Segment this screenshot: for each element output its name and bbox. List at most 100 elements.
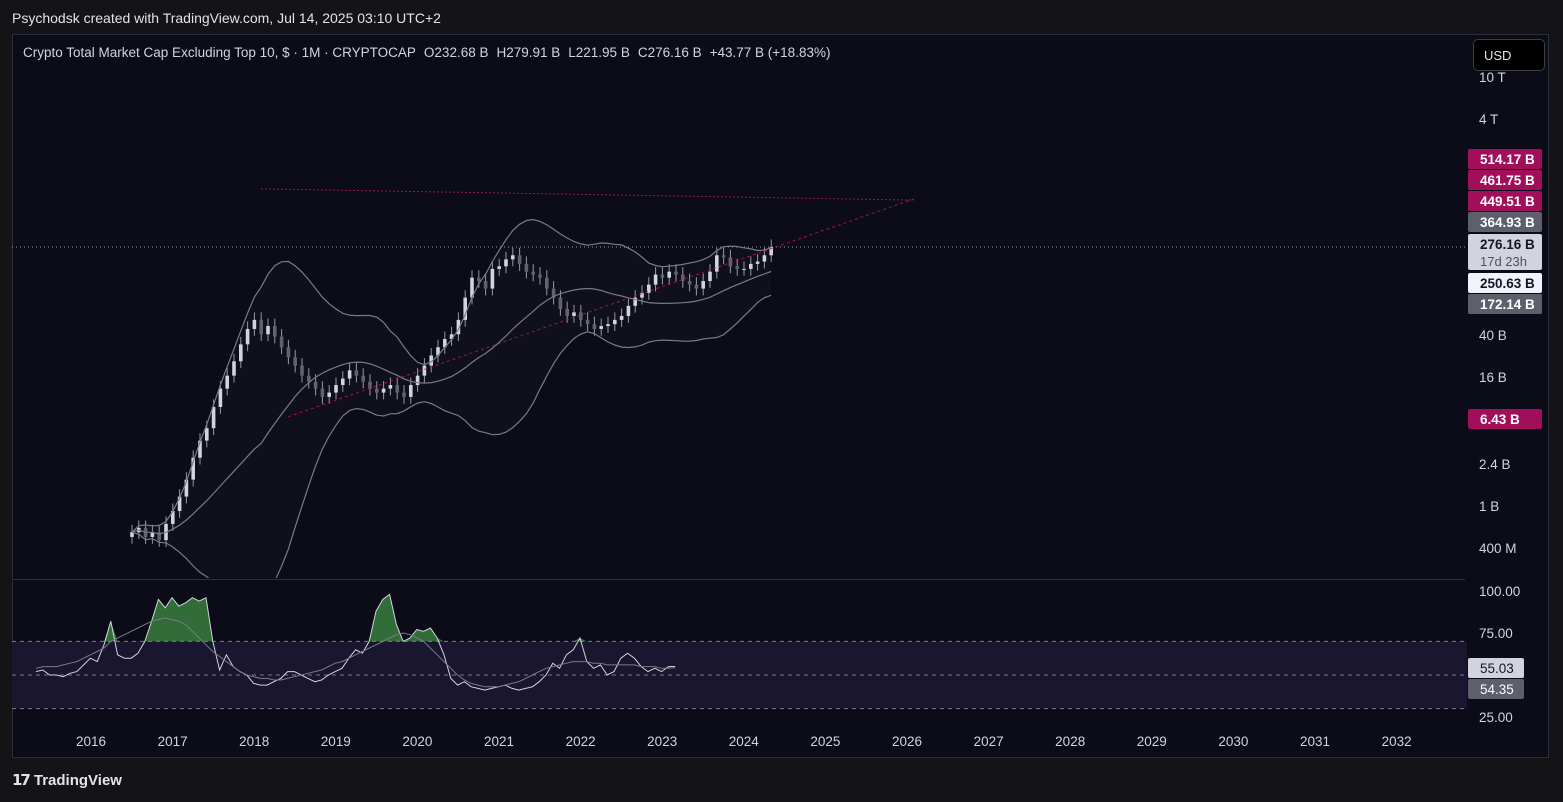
candle-body <box>436 347 440 356</box>
candle-body <box>497 266 501 269</box>
x-tick-label: 2024 <box>729 734 760 749</box>
y-tick-label: 40 B <box>1479 328 1507 343</box>
attribution-text: Psychodsk created with TradingView.com, … <box>12 10 441 26</box>
rsi-tag-label: 55.03 <box>1480 661 1514 676</box>
candle-body <box>157 532 161 541</box>
y-tick-label: 2.4 B <box>1479 457 1511 472</box>
candle-body <box>572 312 576 316</box>
candle-body <box>613 319 617 325</box>
candle-body <box>606 324 610 327</box>
candle-body <box>769 247 773 256</box>
candle-body <box>762 255 767 262</box>
candle-body <box>300 365 304 376</box>
x-tick-label: 2031 <box>1300 734 1330 749</box>
x-tick-label: 2029 <box>1137 734 1167 749</box>
price-tag-label: 364.93 B <box>1480 215 1535 230</box>
candle-body <box>252 319 257 329</box>
candle-body <box>415 375 420 386</box>
symbol-name[interactable]: Crypto Total Market Cap Excluding Top 10… <box>23 45 416 60</box>
candle-body <box>381 388 386 393</box>
candle-body <box>184 479 189 497</box>
ohlc-open: O232.68 B <box>423 45 489 60</box>
candle-body <box>307 375 311 382</box>
x-tick-label: 2030 <box>1218 734 1248 749</box>
symbol-legend: Crypto Total Market Cap Excluding Top 10… <box>23 45 838 60</box>
price-tag-label: 514.17 B <box>1480 152 1535 167</box>
candle-body <box>388 385 393 389</box>
candle-body <box>708 271 712 282</box>
candle-body <box>320 388 325 397</box>
main-pane <box>130 188 914 602</box>
y-tick-label: 400 M <box>1479 541 1517 556</box>
candle-body <box>211 406 216 429</box>
upper-band <box>131 218 772 533</box>
candle-body <box>599 326 603 329</box>
chart-frame <box>12 34 1549 758</box>
candle-body <box>361 375 365 382</box>
candle-body <box>279 336 284 348</box>
price-tag <box>1468 212 1542 232</box>
price-tag-label: 172.14 B <box>1480 297 1535 312</box>
candle-body <box>511 255 515 260</box>
y-tick-label: 10 T <box>1479 70 1506 85</box>
candle-body <box>483 281 488 289</box>
candle-body <box>218 388 223 407</box>
candle-body <box>681 274 685 282</box>
candle-body <box>266 326 270 335</box>
candle-body <box>647 284 651 293</box>
candle-body <box>456 319 461 335</box>
candle-body <box>429 355 433 366</box>
tradingview-brand: TradingView <box>33 771 122 789</box>
price-tag <box>1468 273 1542 293</box>
candle-body <box>721 255 726 258</box>
ohlc-close: C276.16 B <box>637 45 702 60</box>
rsi-tag-label: 54.35 <box>1480 682 1514 697</box>
tradingview-logo-icon: 𝟭𝟳 <box>12 772 31 789</box>
candle-body <box>273 326 277 337</box>
candle-body <box>286 347 291 358</box>
candle-body <box>205 428 209 441</box>
candle-body <box>191 457 195 480</box>
candle-body <box>409 385 413 397</box>
ohlc-high: H279.91 B <box>496 45 561 60</box>
price-tag <box>1468 149 1542 169</box>
band-fill <box>132 220 771 602</box>
candle-body <box>694 284 699 289</box>
candle-body <box>354 370 359 376</box>
candle-body <box>715 255 719 272</box>
candle-body <box>327 392 331 397</box>
candle-body <box>735 266 739 269</box>
candle-body <box>293 357 297 366</box>
candle-body <box>368 381 372 389</box>
rsi-y-tick-label: 75.00 <box>1479 626 1513 641</box>
candle-body <box>755 261 760 264</box>
candle-body <box>545 277 549 289</box>
price-tag-label: 250.63 B <box>1480 276 1535 291</box>
candle-body <box>749 263 753 269</box>
x-tick-label: 2032 <box>1382 734 1412 749</box>
candle-body <box>687 281 692 285</box>
currency-button[interactable]: USD <box>1473 39 1545 71</box>
candle-body <box>463 297 467 320</box>
candle-body <box>443 339 447 348</box>
y-tick-label: 1 B <box>1479 499 1499 514</box>
candle-body <box>477 277 481 282</box>
candle-body <box>592 324 597 329</box>
candle-body <box>538 274 542 278</box>
candle-body <box>245 328 250 345</box>
candle-body <box>531 271 535 275</box>
price-tag-label: 449.51 B <box>1480 194 1535 209</box>
price-tag <box>1468 409 1542 429</box>
candle-body <box>633 297 637 306</box>
candle-body <box>150 532 155 537</box>
candle-body <box>701 281 705 289</box>
price-tag <box>1468 170 1542 190</box>
candle-body <box>341 378 345 386</box>
rsi-overbought-fill <box>36 594 676 642</box>
tradingview-logo[interactable]: 𝟭𝟳 TradingView <box>12 771 122 790</box>
candle-body <box>674 271 678 275</box>
candle-body <box>198 440 202 458</box>
price-tag-label: 276.16 B <box>1480 237 1535 252</box>
rsi-line <box>35 593 676 691</box>
